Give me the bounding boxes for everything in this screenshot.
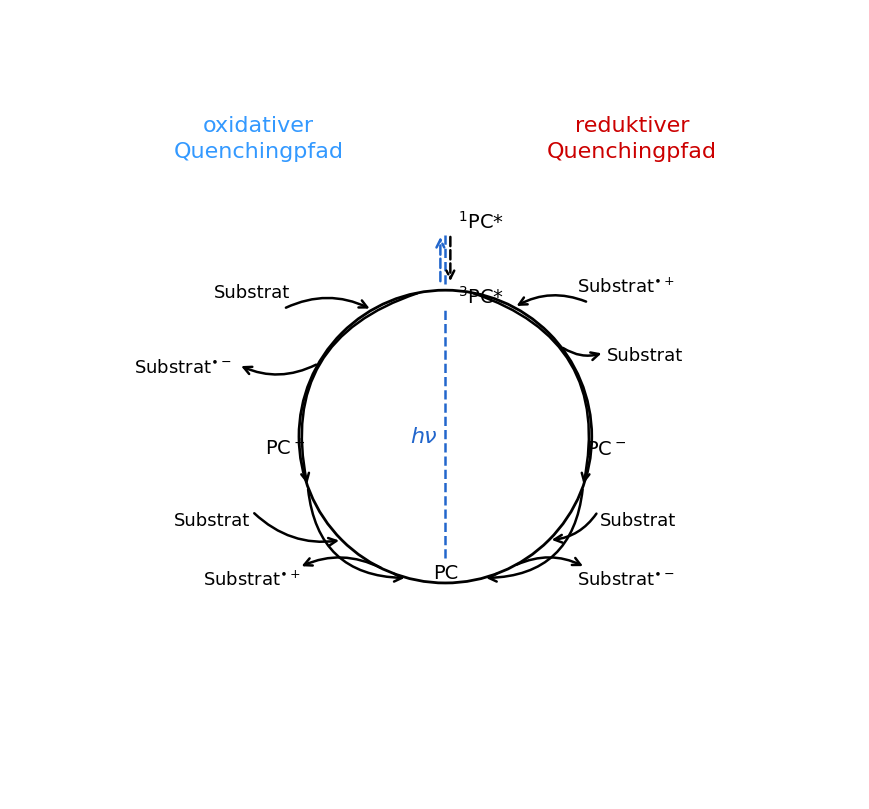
Text: Substrat$^{\bullet-}$: Substrat$^{\bullet-}$ (134, 359, 231, 377)
Text: $^1$PC*: $^1$PC* (458, 210, 504, 233)
Text: Substrat: Substrat (174, 511, 250, 530)
Text: $^3$PC*: $^3$PC* (458, 286, 504, 307)
Text: Substrat$^{\bullet+}$: Substrat$^{\bullet+}$ (203, 570, 302, 590)
Text: Substrat$^{\bullet+}$: Substrat$^{\bullet+}$ (577, 277, 675, 297)
Text: Substrat$^{\bullet-}$: Substrat$^{\bullet-}$ (577, 571, 675, 589)
Text: reduktiver
Quenchingpfad: reduktiver Quenchingpfad (547, 116, 717, 162)
Text: PC: PC (433, 564, 458, 583)
Text: Substrat: Substrat (214, 284, 290, 303)
Text: PC$^-$: PC$^-$ (586, 439, 626, 459)
Text: PC$^+$: PC$^+$ (265, 438, 305, 460)
Text: oxidativer
Quenchingpfad: oxidativer Quenchingpfad (174, 116, 343, 162)
Text: Substrat: Substrat (607, 346, 683, 365)
Text: hν: hν (410, 426, 437, 447)
Text: Substrat: Substrat (600, 511, 677, 530)
